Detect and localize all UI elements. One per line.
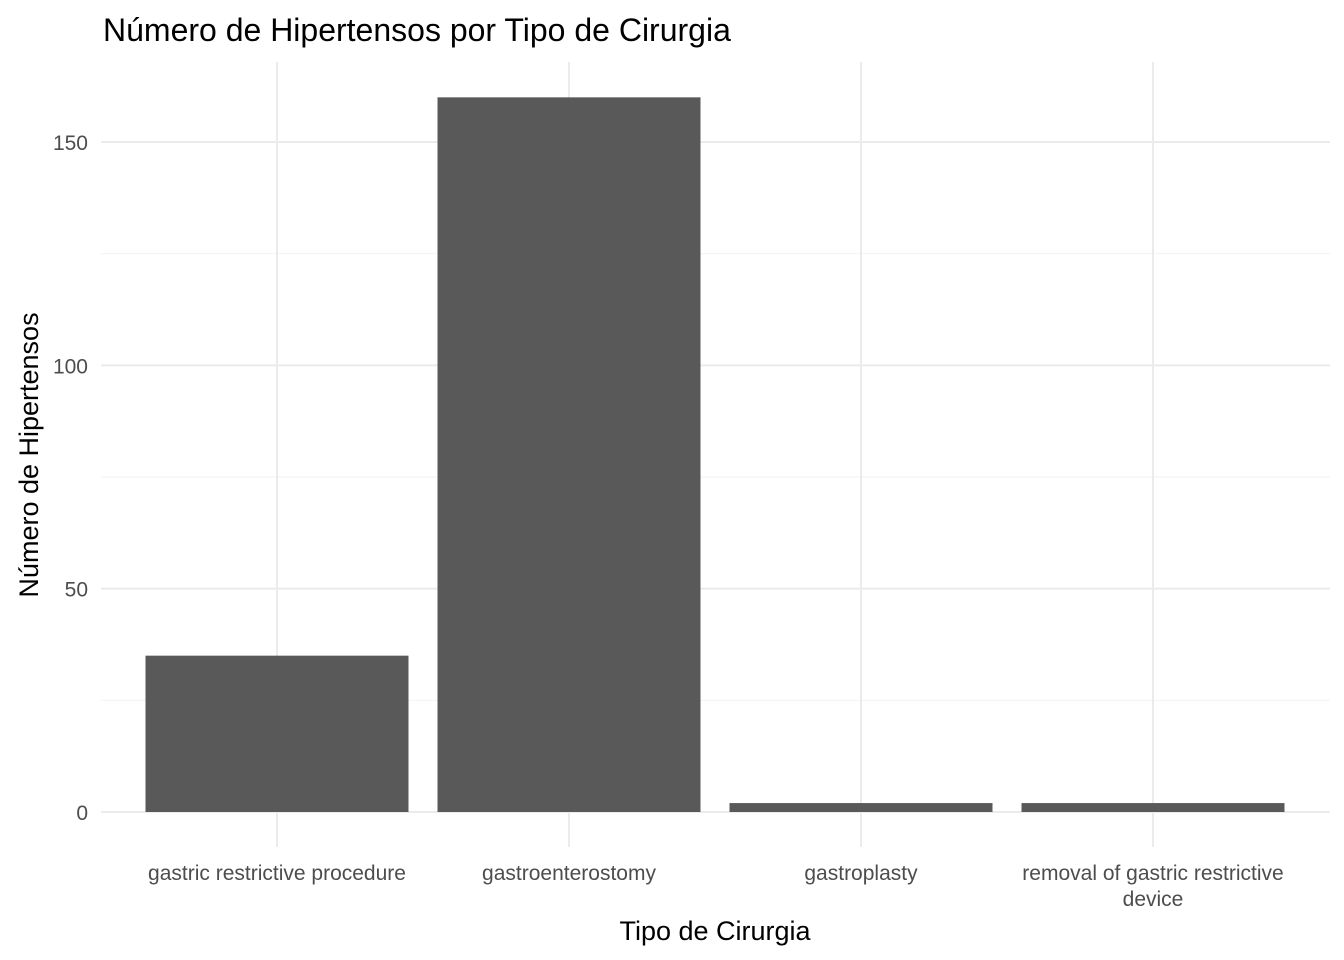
- x-tick-label-line: gastric restrictive procedure: [148, 862, 406, 885]
- x-tick-label: gastroplasty: [804, 862, 918, 885]
- chart-title: Número de Hipertensos por Tipo de Cirurg…: [103, 12, 731, 48]
- bar: [1021, 803, 1285, 812]
- bar: [145, 655, 409, 812]
- bars: [145, 97, 1285, 813]
- x-tick-label-line: gastroenterostomy: [482, 862, 656, 885]
- x-tick-label: removal of gastric restrictive device: [1022, 862, 1283, 911]
- x-tick-label-line: gastroplasty: [804, 862, 918, 885]
- y-tick-label: 150: [53, 132, 88, 155]
- x-tick-label-line: device: [1123, 888, 1184, 911]
- y-tick-label: 100: [53, 355, 88, 378]
- x-tick-label: gastroenterostomy: [482, 862, 656, 885]
- x-axis-ticks: gastric restrictive procedure gastroenter…: [148, 862, 1284, 911]
- y-axis-ticks: 0 50 100 150: [53, 132, 88, 825]
- bar: [729, 803, 993, 812]
- y-tick-label: 50: [65, 579, 88, 602]
- x-axis-title: Tipo de Cirurgia: [619, 916, 811, 946]
- bar: [437, 97, 701, 813]
- y-axis-title: Número de Hipertensos: [14, 312, 44, 597]
- x-tick-label: gastric restrictive procedure: [148, 862, 406, 885]
- x-tick-label-line: removal of gastric restrictive: [1022, 862, 1283, 885]
- y-tick-label: 0: [76, 802, 88, 825]
